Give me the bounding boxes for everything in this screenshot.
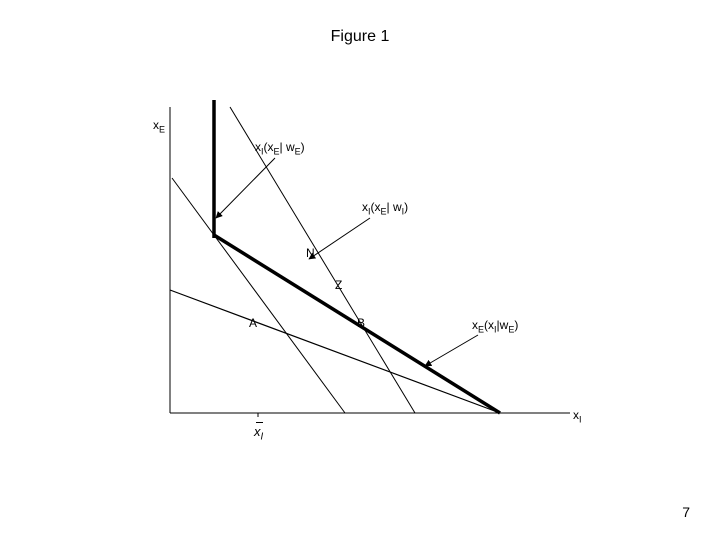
diagram-svg: [0, 0, 720, 540]
x-axis-label: xI: [573, 408, 582, 424]
point-label-a: A: [249, 316, 257, 330]
page-number: 7: [682, 504, 690, 520]
point-label-b: B: [357, 316, 365, 330]
x-bar-label: xI: [254, 424, 263, 443]
point-label-z: Z: [335, 278, 342, 292]
y-axis-label: xE: [153, 118, 165, 134]
point-label-n: N: [306, 246, 315, 260]
annotation-xi-xe-we: xI(xE| wE): [255, 140, 305, 156]
annotation-xi-xe-wi: xI(xE| wI): [362, 200, 408, 216]
annotation-xe-xi-we: xE(xI|wE): [472, 318, 518, 334]
